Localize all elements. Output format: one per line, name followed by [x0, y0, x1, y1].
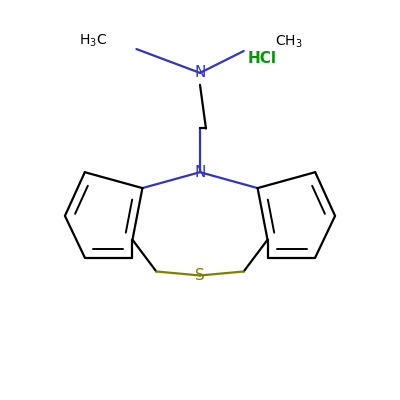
Text: CH$_3$: CH$_3$: [276, 34, 303, 50]
Text: H$_3$C: H$_3$C: [78, 33, 107, 49]
Text: N: N: [194, 166, 206, 180]
Text: N: N: [194, 65, 206, 80]
Text: S: S: [195, 268, 205, 283]
Text: HCl: HCl: [248, 52, 277, 66]
